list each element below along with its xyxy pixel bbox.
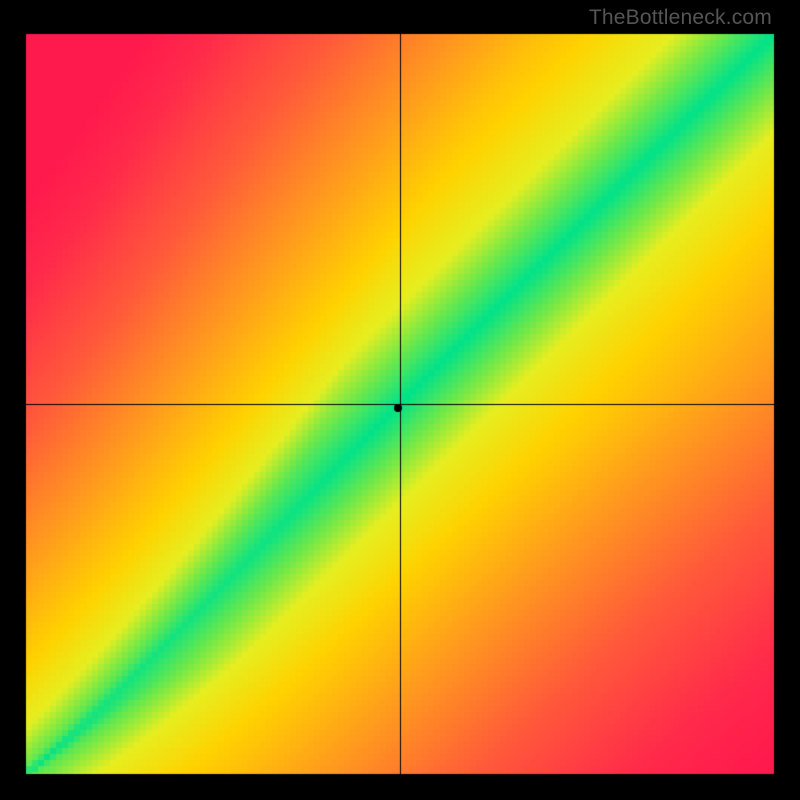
attribution-text: TheBottleneck.com	[589, 6, 772, 30]
bottleneck-heatmap	[0, 0, 800, 800]
